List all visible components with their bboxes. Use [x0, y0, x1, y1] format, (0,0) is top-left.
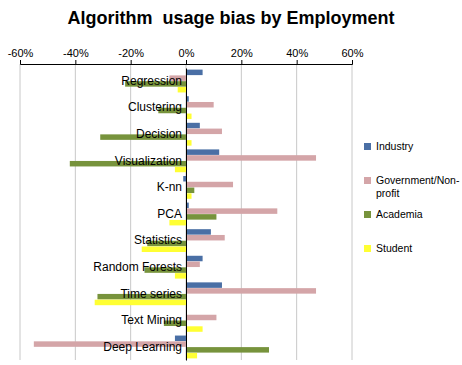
- tick-label: -60%: [8, 47, 34, 59]
- bar: [186, 149, 219, 154]
- tick: -20%: [118, 47, 144, 64]
- series-bars: [34, 75, 316, 346]
- category-label: Statistics: [134, 233, 182, 247]
- legend-swatch: [364, 177, 371, 184]
- tick: Text Mining: [121, 313, 182, 327]
- bar: [183, 176, 186, 181]
- bar: [186, 182, 233, 187]
- bar: [186, 282, 222, 287]
- bar: [186, 155, 316, 160]
- bar: [186, 262, 200, 267]
- bar: [186, 208, 277, 213]
- bar: [186, 102, 214, 107]
- x-axis: -60% -40% -20% 0% 20% 40% 60%: [8, 47, 364, 65]
- category-label: Deep Learning: [103, 340, 182, 354]
- bar: [186, 256, 203, 261]
- bar: [186, 214, 216, 219]
- bar: [186, 353, 197, 358]
- legend: Industry Government/Non-profit Academia Stu…: [364, 140, 460, 254]
- tick-mark: [241, 60, 242, 64]
- tick: 40%: [286, 47, 308, 64]
- tick: Statistics: [134, 233, 182, 247]
- bar: [186, 229, 211, 234]
- tick: 60%: [341, 47, 363, 64]
- tick: Visualization: [115, 154, 182, 168]
- grid-line: [20, 64, 21, 360]
- bar: [186, 70, 203, 75]
- category-label: Visualization: [115, 154, 182, 168]
- bar: [186, 288, 316, 293]
- category-label: Random Forests: [93, 260, 182, 274]
- category-label: Time series: [120, 287, 182, 301]
- tick-mark: [297, 60, 298, 64]
- tick-label: 0%: [179, 47, 195, 59]
- bar: [186, 235, 225, 240]
- tick-mark: [131, 60, 132, 64]
- bar: [186, 315, 216, 320]
- legend-label: Academia: [376, 208, 423, 220]
- grid-line: [75, 64, 76, 360]
- chart: Algorithm usage bias by Employment -60% -4…: [0, 0, 462, 365]
- grid-line: [296, 64, 297, 360]
- bar: [186, 188, 194, 193]
- tick: -40%: [63, 47, 89, 64]
- bar: [186, 326, 203, 331]
- tick-label: 40%: [286, 47, 308, 59]
- title: Algorithm usage bias by Employment: [67, 8, 394, 28]
- grid: [20, 64, 352, 360]
- category-label: PCA: [157, 207, 182, 221]
- tick: Deep Learning: [103, 340, 182, 354]
- tick-label: 20%: [231, 47, 253, 59]
- tick: K-nn: [157, 180, 182, 194]
- tick-mark: [75, 60, 76, 64]
- tick-label: -20%: [118, 47, 144, 59]
- tick: 20%: [231, 47, 253, 64]
- tick: PCA: [157, 207, 182, 221]
- axis-line: [21, 60, 353, 65]
- bar: [186, 123, 200, 128]
- legend-swatch: [364, 143, 371, 150]
- tick: Random Forests: [93, 260, 182, 274]
- tick: Clustering: [128, 100, 182, 114]
- tick: -60%: [8, 47, 34, 64]
- tick-label: -40%: [63, 47, 89, 59]
- tick-mark: [20, 60, 21, 64]
- category-label: Decision: [136, 127, 182, 141]
- bar: [186, 129, 222, 134]
- tick: Regression: [121, 74, 182, 88]
- legend-label: Government/Non-profit: [376, 174, 460, 199]
- tick: Decision: [136, 127, 182, 141]
- tick-mark: [352, 60, 353, 64]
- category-label: Clustering: [128, 100, 182, 114]
- category-label: Regression: [121, 74, 182, 88]
- bars: [34, 70, 316, 359]
- tick: Time series: [120, 287, 182, 301]
- tick-label: 60%: [341, 47, 363, 59]
- legend-label: Student: [376, 242, 412, 254]
- tick: 0%: [179, 47, 195, 64]
- series-bars: [70, 81, 269, 352]
- bar: [186, 347, 269, 352]
- y-axis: Regression Clustering Decision Visualizatio…: [93, 69, 186, 361]
- legend-swatch: [364, 211, 371, 218]
- zero-line: [186, 69, 187, 361]
- legend-swatch: [364, 245, 371, 252]
- tick-mark: [186, 60, 187, 64]
- legend-label: Industry: [376, 140, 414, 152]
- category-label: K-nn: [157, 180, 182, 194]
- category-label: Text Mining: [121, 313, 182, 327]
- grid-line: [352, 64, 353, 360]
